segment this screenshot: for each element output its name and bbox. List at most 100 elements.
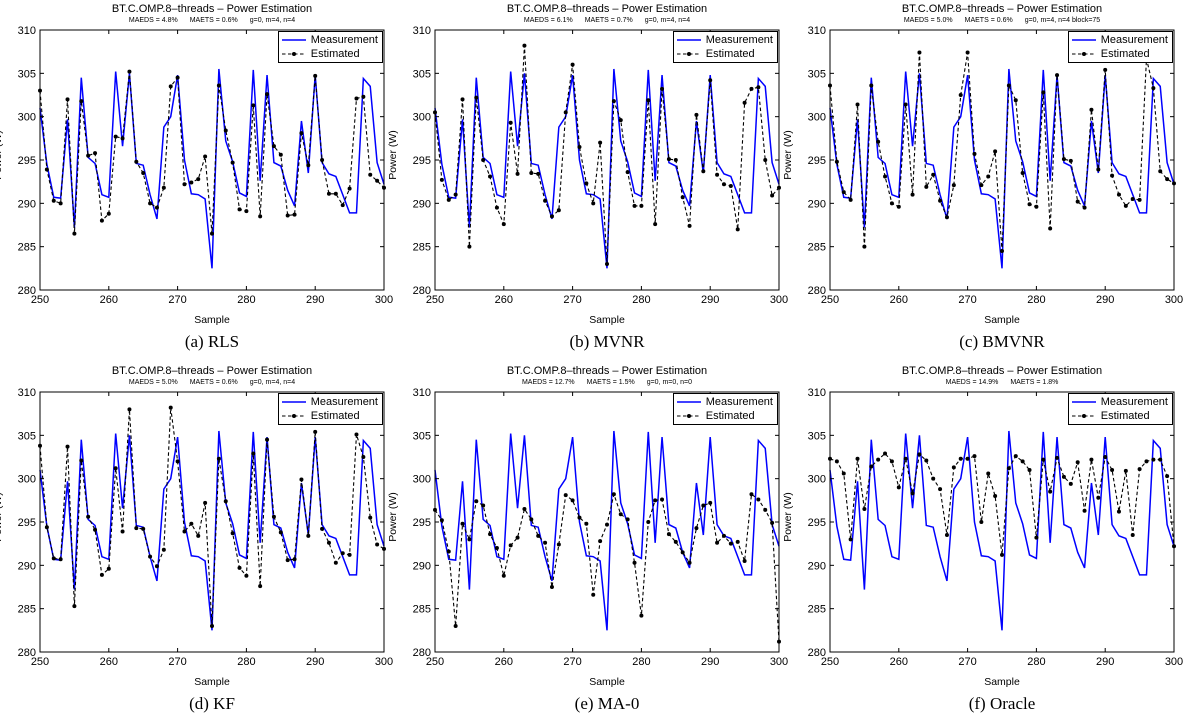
estimated-point (680, 550, 685, 555)
legend-entry: Measurement (1071, 33, 1168, 47)
estimated-point (1123, 468, 1128, 473)
plot-area: 250 260 270 280 290 300 280 285 290 295 300 305 310 (808, 387, 1183, 668)
estimated-point (944, 533, 949, 537)
estimated-point (467, 537, 472, 542)
estimated-point (591, 592, 596, 597)
x-tick-label: 300 (770, 294, 788, 306)
estimated-point (453, 192, 458, 197)
estimated-point (93, 527, 98, 532)
x-tick-label: 280 (1027, 294, 1045, 306)
y-tick-label: 290 (808, 560, 826, 572)
estimated-point (375, 178, 380, 183)
y-tick-label: 280 (413, 285, 431, 297)
x-tick-label: 280 (1027, 656, 1045, 668)
plot-area: 250 260 270 280 290 300 280 285 290 295 300 305 310 (413, 25, 789, 306)
chart-stats: MAEDS = 6.1% MAETS = 0.7% g=0, m=4, n=4 (435, 17, 779, 24)
estimated-point (986, 471, 991, 476)
x-tick-label: 260 (495, 294, 513, 306)
estimated-point (543, 540, 548, 545)
legend-label: Estimated (705, 410, 755, 422)
y-tick-label: 285 (808, 604, 826, 616)
estimated-point (742, 100, 747, 105)
estimated-point (749, 492, 754, 497)
y-tick-label: 295 (18, 155, 36, 167)
estimated-point (1165, 177, 1170, 182)
estimated-point (1048, 489, 1053, 494)
estimated-point (1130, 197, 1135, 201)
estimated-point (216, 83, 221, 88)
estimated-point (515, 535, 520, 540)
y-tick-label: 310 (413, 387, 431, 399)
estimated-point (979, 520, 984, 524)
estimated-point (1082, 508, 1087, 513)
estimated-point (924, 184, 929, 189)
estimated-point (1123, 203, 1128, 208)
estimated-point (182, 182, 187, 187)
x-tick-label: 250 (31, 656, 49, 668)
estimated-point (223, 499, 228, 504)
estimated-point (51, 198, 56, 203)
stat-value: MAETS = 1.8% (1010, 379, 1059, 386)
y-axis-label: Power (W) (387, 130, 399, 180)
panel-caption: (d) KF (189, 694, 235, 713)
estimated-point (903, 102, 908, 107)
estimated-point (639, 203, 644, 208)
estimated-point (1006, 83, 1011, 88)
y-tick-label: 290 (18, 560, 36, 572)
estimated-point (368, 515, 373, 520)
x-tick-label: 290 (1096, 656, 1114, 668)
y-tick-label: 295 (413, 517, 431, 529)
legend: Measurement Estimated (277, 393, 383, 425)
measurement-line (39, 430, 385, 631)
estimated-point (958, 456, 963, 461)
x-tick-label: 290 (306, 656, 324, 668)
x-tick-label: 280 (237, 294, 255, 306)
estimated-point (1116, 509, 1121, 514)
measurement-line (39, 68, 385, 269)
estimated-point (735, 227, 740, 232)
estimated-point (265, 92, 270, 97)
estimated-point (986, 174, 991, 179)
y-tick-label: 305 (413, 68, 431, 80)
legend-dashed-line-icon (676, 52, 701, 56)
estimated-point (72, 231, 77, 236)
legend-label: Measurement (310, 396, 378, 408)
estimated-point (951, 465, 956, 470)
estimated-point (735, 539, 740, 544)
legend-solid-line-icon (281, 401, 306, 403)
chart-panel: 250 260 270 280 290 300 280 285 290 295 300 305 310 B… (0, 362, 393, 722)
estimated-point (113, 466, 118, 471)
legend-label: Estimated (1100, 48, 1150, 60)
estimated-point (501, 222, 506, 227)
estimated-point (210, 624, 214, 628)
estimated-point (354, 432, 359, 437)
estimated-point (189, 180, 194, 185)
x-tick-label: 260 (890, 294, 908, 306)
legend-entry: Measurement (281, 33, 378, 47)
estimated-point (292, 557, 297, 562)
chart-panel: 250 260 270 280 290 300 280 285 290 295 300 305 310 B… (0, 0, 393, 360)
legend-label: Estimated (1100, 410, 1150, 422)
plot-area: 250 260 270 280 290 300 280 285 290 295 300 305 310 (18, 387, 394, 668)
y-tick-label: 305 (413, 430, 431, 442)
estimated-point (306, 163, 311, 168)
x-tick-label: 280 (632, 656, 650, 668)
estimated-point (467, 244, 472, 249)
estimated-point (127, 407, 132, 412)
stat-value: g=0, m=4, n=4 (644, 17, 691, 24)
estimated-point (694, 112, 699, 117)
y-axis-label: Power (W) (0, 130, 4, 180)
estimated-point (244, 209, 249, 214)
chart-stats: MAEDS = 5.0% MAETS = 0.6% g=0, m=4, n=4 (40, 379, 384, 386)
y-tick-label: 280 (808, 647, 826, 659)
estimated-point (292, 212, 297, 217)
legend-solid-line-icon (676, 39, 701, 41)
x-tick-label: 250 (31, 294, 49, 306)
estimated-point (855, 456, 860, 461)
estimated-point (326, 191, 331, 196)
estimated-point (1130, 533, 1135, 537)
estimated-point (106, 566, 111, 571)
x-tick-label: 300 (770, 656, 788, 668)
estimated-point (917, 452, 922, 457)
estimated-point (869, 83, 874, 88)
